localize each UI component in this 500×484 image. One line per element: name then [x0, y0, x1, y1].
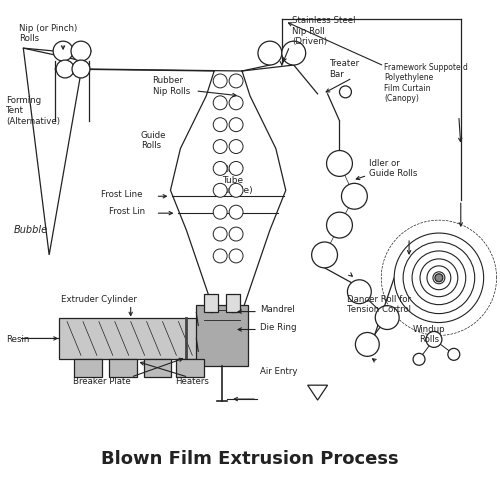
- Circle shape: [213, 96, 227, 110]
- Circle shape: [435, 274, 443, 282]
- Circle shape: [72, 60, 90, 78]
- Circle shape: [312, 242, 338, 268]
- Text: Rubber
Nip Rolls: Rubber Nip Rolls: [152, 76, 190, 96]
- Circle shape: [213, 205, 227, 219]
- Circle shape: [229, 139, 243, 153]
- Circle shape: [213, 227, 227, 241]
- Text: Die Ring: Die Ring: [260, 323, 296, 332]
- Circle shape: [420, 259, 458, 297]
- Circle shape: [342, 183, 367, 209]
- Text: Extruder Cylinder: Extruder Cylinder: [61, 295, 137, 304]
- Text: Blown Film Extrusion Process: Blown Film Extrusion Process: [101, 450, 399, 468]
- Circle shape: [213, 162, 227, 175]
- Text: Forming
Tent
(Alternative): Forming Tent (Alternative): [6, 96, 60, 126]
- Circle shape: [356, 333, 380, 356]
- Bar: [226, 294, 240, 312]
- Circle shape: [448, 348, 460, 360]
- Bar: [204, 294, 218, 312]
- Circle shape: [213, 139, 227, 153]
- Circle shape: [213, 74, 227, 88]
- Circle shape: [340, 86, 351, 98]
- Bar: [59, 318, 198, 359]
- Circle shape: [53, 41, 73, 61]
- Bar: [74, 359, 102, 377]
- Circle shape: [213, 118, 227, 132]
- Text: Breaker Plate: Breaker Plate: [73, 377, 131, 386]
- Bar: [144, 359, 172, 377]
- Circle shape: [56, 60, 74, 78]
- Bar: [109, 359, 136, 377]
- Text: Bubble: Bubble: [14, 225, 48, 235]
- Text: Resin: Resin: [6, 335, 30, 344]
- Circle shape: [426, 332, 442, 348]
- Circle shape: [326, 151, 352, 176]
- Circle shape: [282, 41, 306, 65]
- Circle shape: [394, 233, 484, 322]
- Text: Treater
Bar: Treater Bar: [330, 60, 360, 79]
- Circle shape: [376, 305, 399, 330]
- Circle shape: [403, 242, 474, 314]
- Text: Air Entry: Air Entry: [260, 367, 298, 376]
- Text: Heaters: Heaters: [176, 377, 210, 386]
- Circle shape: [229, 227, 243, 241]
- Circle shape: [348, 280, 372, 303]
- Text: Dancer Roll for
Tension Cortrol: Dancer Roll for Tension Cortrol: [348, 295, 412, 314]
- Text: Framework Suppote d
Polyethylene
Film Curtain
(Canopy): Framework Suppote d Polyethylene Film Cu…: [384, 63, 468, 103]
- Bar: [176, 359, 204, 377]
- Circle shape: [229, 249, 243, 263]
- Circle shape: [229, 74, 243, 88]
- Circle shape: [229, 205, 243, 219]
- Circle shape: [229, 118, 243, 132]
- Circle shape: [71, 41, 91, 61]
- Circle shape: [229, 183, 243, 197]
- Circle shape: [413, 353, 425, 365]
- Circle shape: [412, 251, 466, 304]
- Text: Nip (or Pinch)
Rolls: Nip (or Pinch) Rolls: [20, 24, 78, 43]
- Circle shape: [258, 41, 282, 65]
- Text: Mandrel: Mandrel: [260, 305, 294, 314]
- Circle shape: [213, 183, 227, 197]
- Text: Blow
Tube
(Bubble): Blow Tube (Bubble): [214, 166, 252, 195]
- Text: Frost Line: Frost Line: [101, 190, 142, 199]
- Circle shape: [326, 212, 352, 238]
- Text: Idler or
Guide Rolls: Idler or Guide Rolls: [370, 159, 418, 178]
- Text: Frost Lin: Frost Lin: [109, 207, 145, 216]
- Circle shape: [433, 272, 445, 284]
- Circle shape: [427, 266, 451, 290]
- Bar: [196, 304, 248, 366]
- Text: Windup
Rolls: Windup Rolls: [412, 325, 446, 344]
- Circle shape: [213, 249, 227, 263]
- Text: Guide
Rolls: Guide Rolls: [140, 131, 166, 151]
- Circle shape: [229, 162, 243, 175]
- Circle shape: [229, 96, 243, 110]
- Text: Stainless Steel
Nip Roll
(Driven): Stainless Steel Nip Roll (Driven): [292, 16, 356, 46]
